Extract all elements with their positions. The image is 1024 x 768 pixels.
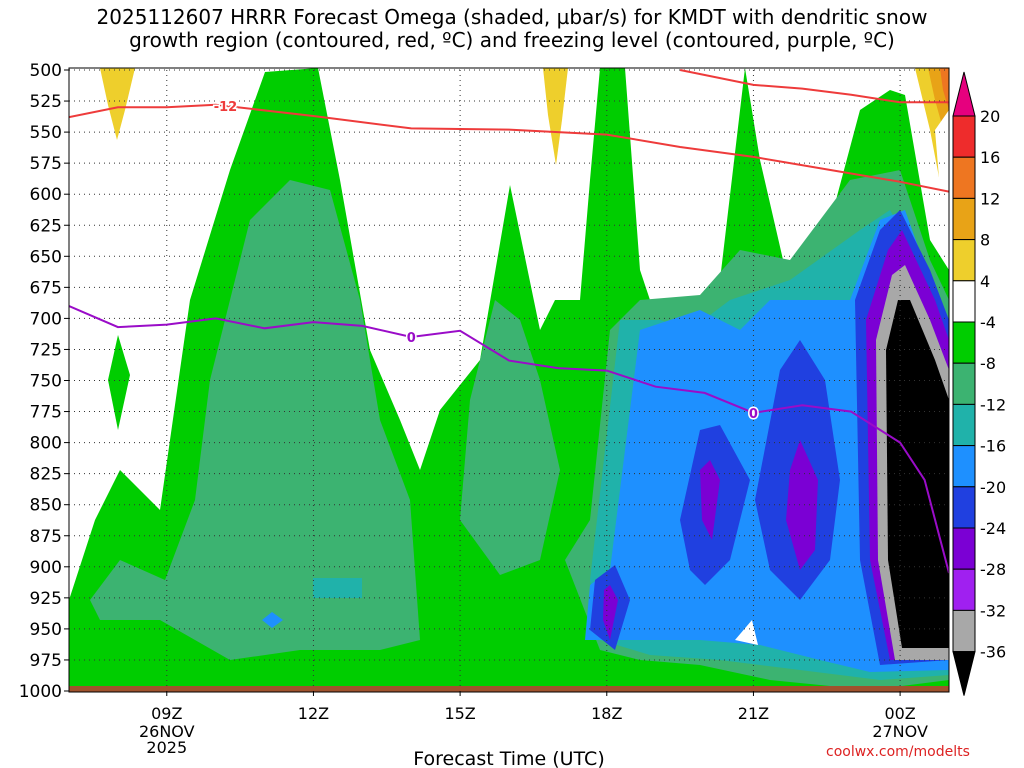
- omega-region-minus8-mid: [460, 300, 560, 575]
- omega-region-minus8: [90, 180, 420, 660]
- y-tick-label: 700: [30, 309, 62, 329]
- colorbar-arrow-bottom: [952, 651, 976, 696]
- colorbar-label: 12: [980, 189, 1000, 208]
- omega-region-plus12-right: [940, 68, 949, 110]
- x-tick-label: 15Z: [444, 704, 475, 723]
- x-tick-label: 12Z: [298, 704, 329, 723]
- colorbar-label: -8: [980, 354, 996, 373]
- omega-region-plus4-mid: [543, 68, 568, 165]
- chart-title: 2025112607 HRRR Forecast Omega (shaded, …: [0, 6, 1024, 52]
- colorbar: 20 16 12 8 4 -4 -8 -12 -16 -20 -24 -28 -32 -36: [952, 71, 1006, 696]
- colorbar-swatch: [952, 280, 976, 323]
- y-tick-label: 800: [30, 434, 62, 454]
- colorbar-swatch: [952, 321, 976, 364]
- colorbar-swatch: [952, 156, 976, 199]
- omega-region-minus36: [886, 300, 949, 648]
- colorbar-swatch: [952, 568, 976, 611]
- y-tick-label: 925: [30, 589, 62, 609]
- colorbar-swatch: [952, 486, 976, 529]
- white-notch-1: [735, 620, 758, 645]
- colorbar-label: 4: [980, 272, 990, 291]
- colorbar-label: 20: [980, 107, 1000, 126]
- y-tick-label: 750: [30, 372, 62, 392]
- y-tick-label: 725: [30, 340, 62, 360]
- y-tick-label: 850: [30, 496, 62, 516]
- contour-label: 0: [749, 407, 758, 422]
- y-tick-label: 500: [30, 61, 62, 81]
- colorbar-arrow-top: [952, 71, 976, 117]
- colorbar-label: -16: [980, 437, 1006, 456]
- contour-dgz_upper: [679, 69, 949, 104]
- x-tick-label: 00Z: [884, 704, 915, 723]
- y-tick-label: 875: [30, 527, 62, 547]
- omega-region-minus12-box: [313, 578, 362, 598]
- title-line-2: growth region (contoured, red, ºC) and f…: [129, 28, 895, 52]
- contour-label: 0: [407, 331, 416, 346]
- colorbar-label: -36: [980, 643, 1006, 662]
- colorbar-label: -12: [980, 395, 1006, 414]
- white-patch-right: [935, 110, 949, 260]
- colorbar-label: 16: [980, 148, 1000, 167]
- colorbar-swatch: [952, 609, 976, 653]
- colorbar-swatch: [952, 115, 976, 158]
- y-tick-label: 975: [30, 651, 62, 671]
- y-tick-label: 625: [30, 216, 62, 236]
- colorbar-swatch: [952, 239, 976, 282]
- contour-lines: -12 0 0: [69, 69, 949, 574]
- y-axis: 500 525 550 575 600 625 650 675 700 725 750 775 800 8…: [19, 61, 69, 702]
- y-tick-label: 900: [30, 558, 62, 578]
- y-tick-label: 950: [30, 620, 62, 640]
- y-tick-label: 675: [30, 278, 62, 298]
- y-tick-label: 775: [30, 403, 62, 423]
- y-tick-label: 575: [30, 154, 62, 174]
- contour-dgz_-12C: [69, 103, 949, 193]
- ground-surface: [69, 686, 949, 692]
- y-tick-label: 525: [30, 92, 62, 112]
- colorbar-label: -32: [980, 601, 1006, 620]
- omega-region-minus20: [590, 210, 949, 665]
- contour-label: -12: [214, 100, 238, 115]
- colorbar-swatch: [952, 362, 976, 405]
- colorbar-label: 8: [980, 231, 990, 250]
- x-tick-label: 09Z: [151, 704, 182, 723]
- y-tick-label: 550: [30, 123, 62, 143]
- contour-freezing_0C: [69, 305, 949, 574]
- colorbar-label: -24: [980, 519, 1006, 538]
- y-tick-label: 650: [30, 247, 62, 267]
- x-tick-date: 27NOV: [872, 722, 928, 741]
- x-tick-date: 26NOV: [139, 722, 195, 741]
- colorbar-label: -4: [980, 313, 996, 332]
- omega-region-minus16-dot: [262, 612, 283, 628]
- omega-region-minus4-small: [108, 335, 130, 430]
- credit-text: coolwx.com/modelts: [826, 744, 970, 760]
- colorbar-swatch: [952, 403, 976, 447]
- y-tick-label: 600: [30, 185, 62, 205]
- colorbar-swatch: [952, 527, 976, 570]
- y-tick-label: 1000: [19, 682, 62, 702]
- x-tick-year: 2025: [146, 738, 187, 757]
- x-axis-title: Forecast Time (UTC): [413, 748, 604, 768]
- colorbar-label: -28: [980, 560, 1006, 579]
- colorbar-swatch: [952, 197, 976, 241]
- y-tick-label: 825: [30, 465, 62, 485]
- colorbar-label: -20: [980, 478, 1006, 497]
- x-tick-label: 21Z: [738, 704, 769, 723]
- colorbar-swatch: [952, 445, 976, 488]
- x-tick-label: 18Z: [591, 704, 622, 723]
- title-line-1: 2025112607 HRRR Forecast Omega (shaded, …: [96, 5, 928, 29]
- omega-shading: [69, 68, 949, 690]
- omega-region-plus4-left: [100, 68, 135, 140]
